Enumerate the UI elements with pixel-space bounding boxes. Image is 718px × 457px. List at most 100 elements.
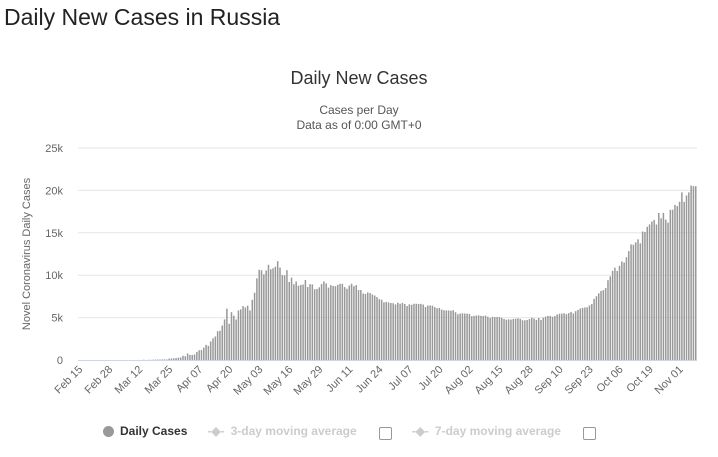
bar: [558, 313, 561, 360]
bar: [459, 313, 461, 360]
bar: [597, 293, 600, 360]
bar: [683, 201, 685, 360]
bar: [295, 281, 297, 360]
bar: [581, 307, 584, 360]
bar: [452, 310, 454, 360]
bar: [574, 311, 577, 360]
bar: [369, 293, 371, 360]
bar: [473, 315, 475, 360]
bar: [688, 192, 690, 360]
bar: [387, 302, 390, 360]
bar: [246, 305, 249, 360]
legend-3day-average[interactable]: 3-day moving average: [230, 424, 357, 438]
bar: [676, 206, 679, 360]
legend-daily-cases[interactable]: Daily Cases: [120, 424, 188, 438]
bar: [332, 286, 334, 360]
bar: [470, 316, 473, 360]
bar: [182, 355, 184, 360]
bar: [274, 266, 277, 360]
bar: [230, 312, 233, 360]
y-tick-label: 20k: [45, 185, 63, 197]
bar: [276, 261, 279, 360]
bar: [161, 359, 163, 360]
bar: [584, 307, 586, 360]
bar: [519, 318, 521, 360]
bar: [290, 277, 293, 360]
bar: [300, 284, 302, 360]
bar: [279, 267, 281, 360]
bar: [586, 307, 588, 360]
bar: [413, 303, 415, 360]
bar: [198, 350, 200, 360]
bar: [475, 315, 478, 360]
bar: [447, 310, 450, 360]
bar: [216, 331, 219, 360]
bar: [660, 218, 662, 360]
legend: Daily Cases -◆- 3-day moving average -◆-…: [103, 424, 610, 440]
y-tick-label: 25k: [45, 143, 63, 155]
bar: [226, 308, 228, 360]
bar: [302, 284, 304, 360]
x-tick-label: Oct 06: [594, 364, 625, 395]
bar: [611, 270, 614, 360]
3day-average-checkbox[interactable]: [378, 426, 392, 440]
bar: [270, 269, 272, 360]
bar: [219, 330, 221, 360]
bar: [433, 307, 436, 360]
bar: [537, 318, 540, 360]
bar: [623, 262, 625, 360]
bar: [385, 301, 387, 360]
bar: [510, 319, 512, 360]
bar: [253, 292, 256, 360]
bar: [179, 357, 182, 360]
bar: [637, 239, 639, 360]
bar: [655, 224, 658, 360]
bar: [653, 219, 655, 360]
y-tick-label: 0: [57, 355, 63, 367]
bar: [595, 296, 598, 360]
bar: [512, 318, 515, 360]
bar: [544, 316, 547, 360]
bar: [316, 289, 318, 360]
bar: [415, 303, 418, 360]
bar: [507, 319, 510, 360]
bar: [350, 283, 353, 360]
bar: [186, 353, 189, 360]
bar: [239, 309, 242, 360]
bar: [205, 344, 207, 360]
bar: [189, 354, 191, 360]
legend-7day-average[interactable]: 7-day moving average: [434, 424, 561, 438]
bar: [172, 358, 175, 360]
7day-average-checkbox[interactable]: [582, 426, 596, 440]
y-tick-label: 10k: [45, 270, 63, 282]
bar: [450, 310, 452, 360]
bar: [286, 270, 288, 360]
bar: [533, 318, 535, 360]
bar: [348, 285, 351, 360]
bar: [212, 338, 214, 360]
bar: [367, 292, 369, 360]
x-tick-label: May 29: [291, 364, 325, 398]
bar: [223, 319, 226, 360]
bar: [588, 305, 591, 360]
x-tick-label: Feb 15: [53, 364, 86, 397]
bar: [209, 341, 212, 360]
bar: [621, 261, 623, 360]
bar: [394, 304, 397, 360]
bar: [438, 307, 441, 360]
bar: [177, 357, 180, 360]
bar: [207, 345, 210, 360]
bar: [235, 319, 237, 360]
bar: [251, 299, 254, 360]
x-tick-label: May 16: [261, 364, 295, 398]
bar: [306, 287, 309, 360]
x-tick-label: Mar 25: [143, 364, 176, 397]
bar: [671, 209, 674, 360]
bar: [378, 299, 381, 360]
bar: [313, 289, 316, 360]
bar: [293, 284, 295, 360]
x-tick-label: Oct 19: [624, 364, 655, 395]
page-title: Daily New Cases in Russia: [4, 4, 281, 30]
bar: [320, 284, 323, 360]
bar: [694, 186, 697, 360]
